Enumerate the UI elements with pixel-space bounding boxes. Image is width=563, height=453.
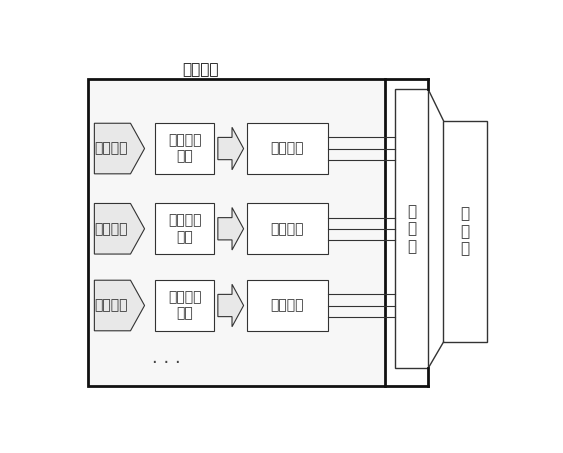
Bar xyxy=(155,280,215,331)
Text: 充
电
机: 充 电 机 xyxy=(461,207,470,256)
Text: 动态基准
控制: 动态基准 控制 xyxy=(168,214,202,244)
Bar xyxy=(395,89,428,368)
Text: 动态基准
控制: 动态基准 控制 xyxy=(168,290,202,321)
Text: 均衡模块: 均衡模块 xyxy=(271,222,304,236)
Polygon shape xyxy=(95,280,145,331)
Text: 平均电压: 平均电压 xyxy=(95,141,128,155)
Bar xyxy=(155,203,215,254)
Text: 动态基准
控制: 动态基准 控制 xyxy=(168,134,202,164)
Text: 均衡模块: 均衡模块 xyxy=(271,141,304,155)
Polygon shape xyxy=(218,207,244,250)
Text: 平均电压: 平均电压 xyxy=(95,299,128,313)
Bar xyxy=(155,123,215,174)
Bar xyxy=(247,203,328,254)
Text: 电压检测: 电压检测 xyxy=(182,63,219,77)
Bar xyxy=(444,120,487,342)
Text: 电
池
组: 电 池 组 xyxy=(407,204,417,254)
Polygon shape xyxy=(218,127,244,170)
Text: 均衡模块: 均衡模块 xyxy=(271,299,304,313)
Bar xyxy=(247,280,328,331)
Bar xyxy=(88,79,385,386)
Polygon shape xyxy=(95,123,145,174)
Text: 平均电压: 平均电压 xyxy=(95,222,128,236)
Bar xyxy=(247,123,328,174)
Text: · · ·: · · · xyxy=(152,354,181,372)
Polygon shape xyxy=(218,284,244,327)
Polygon shape xyxy=(95,203,145,254)
